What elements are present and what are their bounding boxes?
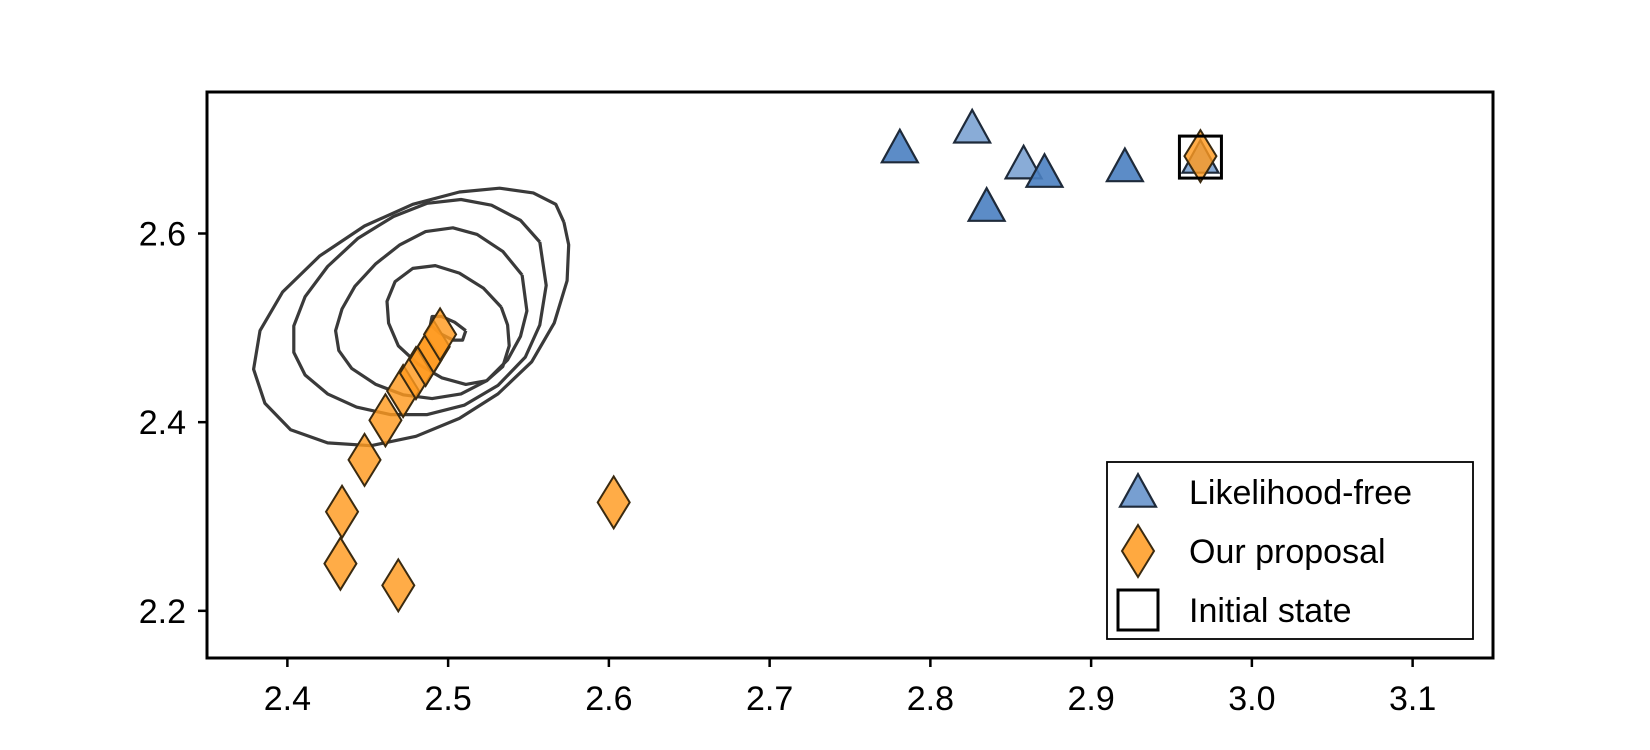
likelihood-free-marker: [1105, 146, 1145, 183]
x-tick-label: 3.0: [1228, 680, 1275, 718]
legend-square-icon: [1116, 588, 1160, 632]
scatter-markers: [323, 107, 1223, 614]
x-tick-label: 2.8: [907, 680, 954, 718]
y-tick-label: 2.4: [139, 404, 186, 442]
plot-frame: [205, 90, 1495, 660]
legend-triangle-icon: [1118, 471, 1158, 508]
likelihood-free-marker: [879, 127, 920, 164]
legend-label: Likelihood-free: [1189, 474, 1412, 512]
x-tick-label: 3.1: [1389, 680, 1436, 718]
our-proposal-marker: [381, 557, 416, 614]
legend-label: Our proposal: [1189, 533, 1386, 571]
y-tick-label: 2.2: [139, 593, 186, 631]
likelihood-free-marker: [1024, 151, 1065, 188]
y-tick-label: 2.6: [139, 216, 186, 254]
legend: Likelihood-free Our proposal Initial state: [1106, 461, 1474, 640]
x-tick-label: 2.9: [1067, 680, 1114, 718]
legend-box: [1106, 461, 1474, 640]
contour-line: [252, 186, 571, 448]
our-proposal-marker: [596, 474, 631, 531]
axes-frame: [205, 90, 1495, 660]
x-tick-label: 2.7: [746, 680, 793, 718]
legend-diamond-icon: [1120, 523, 1156, 579]
axis-ticks: 2.4 2.5 2.6 2.7 2.8 2.9 3.0 3.1 2.2 2.4 2.6: [139, 216, 1437, 719]
our-proposal-marker: [324, 483, 360, 540]
likelihood-free-marker: [966, 185, 1007, 222]
initial-state-marker: [1177, 134, 1223, 180]
our-proposal-marker: [368, 392, 403, 449]
legend-label: Initial state: [1189, 592, 1352, 630]
contour-line: [385, 264, 511, 386]
contour-line: [292, 197, 548, 417]
our-proposal-marker: [1183, 128, 1218, 185]
x-tick-label: 2.4: [264, 680, 311, 718]
likelihood-free-marker: [952, 107, 993, 144]
our-proposal-marker: [422, 306, 458, 363]
our-proposal-marker: [323, 535, 358, 592]
contour-line: [334, 226, 529, 401]
x-tick-label: 2.5: [424, 680, 471, 718]
likelihood-free-marker: [1003, 143, 1044, 180]
our-proposal-marker: [347, 431, 382, 488]
density-contours: [252, 186, 571, 448]
x-tick-label: 2.6: [585, 680, 632, 718]
